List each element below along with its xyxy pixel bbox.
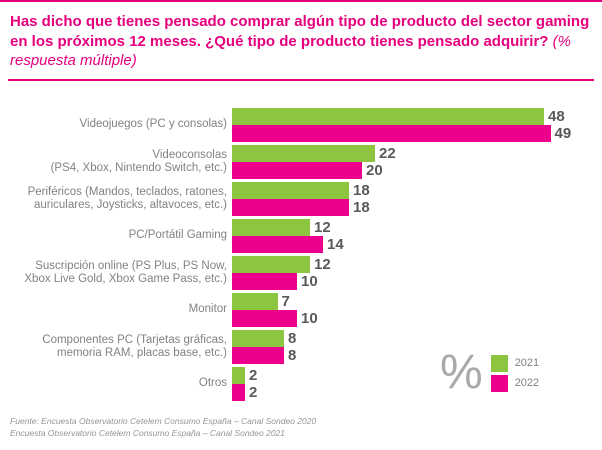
bar-2021 — [232, 145, 375, 162]
chart-row: Videoconsolas (PS4, Xbox, Nintendo Switch… — [0, 145, 571, 179]
chart-row: Otros 2 2 — [0, 367, 571, 401]
bar-line-2021: 18 — [232, 182, 370, 199]
bar-pair: 48 49 — [232, 108, 571, 142]
bar-line-2021: 7 — [232, 293, 318, 310]
bar-line-2022: 18 — [232, 199, 370, 216]
value-label-2021: 18 — [353, 182, 370, 199]
value-label-2022: 2 — [249, 384, 258, 401]
value-label-2022: 18 — [353, 199, 370, 216]
bar-chart: Videojuegos (PC y consolas) 48 49 Videocons… — [0, 108, 571, 401]
percent-symbol: % — [440, 346, 483, 399]
chart-row: PC/Portátil Gaming 12 14 — [0, 219, 571, 253]
chart-row: Periféricos (Mandos, teclados, ratones, a… — [0, 182, 571, 216]
value-label-2021: 7 — [281, 293, 290, 310]
legend-item-2022: 2022 — [490, 374, 540, 392]
category-label: Otros — [198, 377, 227, 390]
value-label-2022: 49 — [554, 125, 572, 142]
value-label-2021: 48 — [548, 108, 565, 125]
bar-line-2021: 8 — [232, 330, 296, 347]
bar-2022 — [232, 199, 349, 216]
bar-line-2022: 10 — [232, 310, 318, 327]
top-accent-line — [0, 0, 602, 2]
bar-2021 — [232, 330, 284, 347]
value-label-2021: 2 — [249, 367, 258, 384]
bar-2022 — [232, 384, 245, 401]
category-label: Videoconsolas (PS4, Xbox, Nintendo Switch… — [50, 148, 227, 175]
category-label: Suscripción online (PS Plus, PS Now, Xbox… — [24, 259, 227, 286]
legend-item-2021: 2021 — [490, 354, 540, 372]
chart-row: Componentes PC (Tarjetas gráficas, memori… — [0, 330, 571, 364]
bar-pair: 7 10 — [232, 293, 318, 327]
bar-pair: 12 10 — [232, 256, 331, 290]
chart-row: Suscripción online (PS Plus, PS Now, Xbox… — [0, 256, 571, 290]
source-line-2: Encuesta Observatorio Cetelem Consumo Es… — [10, 427, 286, 438]
bar-pair: 18 18 — [232, 182, 370, 216]
bar-line-2021: 22 — [232, 145, 396, 162]
value-label-2022: 14 — [327, 236, 344, 253]
bar-line-2021: 2 — [232, 367, 257, 384]
legend-swatch-2021 — [490, 354, 508, 372]
bar-line-2022: 49 — [232, 125, 571, 142]
source-note: Fuente: Encuesta Observatorio Cetelem Co… — [10, 416, 316, 439]
value-label-2021: 12 — [314, 219, 331, 236]
bar-line-2022: 8 — [232, 347, 296, 364]
bar-pair: 12 14 — [232, 219, 344, 253]
bar-2022 — [232, 125, 551, 142]
bar-line-2021: 12 — [232, 219, 344, 236]
bar-2021 — [232, 108, 544, 125]
category-label: Periféricos (Mandos, teclados, ratones, a… — [27, 185, 227, 212]
chart-row: Monitor 7 10 — [0, 293, 571, 327]
legend: 2021 2022 — [490, 354, 540, 392]
category-label: Videojuegos (PC y consolas) — [79, 118, 227, 131]
bar-line-2022: 10 — [232, 273, 331, 290]
value-label-2021: 12 — [314, 256, 331, 273]
bar-2022 — [232, 162, 362, 179]
source-line-1: Fuente: Encuesta Observatorio Cetelem Co… — [10, 416, 317, 426]
legend-block: % 2021 2022 — [440, 348, 539, 398]
bar-line-2022: 20 — [232, 162, 396, 179]
legend-label-2021: 2021 — [514, 357, 540, 369]
category-label: PC/Portátil Gaming — [128, 229, 227, 242]
page-title-text: Has dicho que tienes pensado comprar alg… — [10, 13, 590, 50]
page-title: Has dicho que tienes pensado comprar alg… — [10, 12, 592, 71]
value-label-2022: 20 — [366, 162, 383, 179]
title-divider-line — [8, 79, 594, 81]
value-label-2021: 22 — [379, 145, 396, 162]
legend-label-2022: 2022 — [514, 377, 540, 389]
bar-line-2021: 48 — [232, 108, 571, 125]
bar-2022 — [232, 236, 323, 253]
value-label-2022: 8 — [288, 347, 297, 364]
value-label-2022: 10 — [301, 310, 318, 327]
bar-pair: 22 20 — [232, 145, 396, 179]
bar-2022 — [232, 273, 297, 290]
legend-swatch-2022 — [490, 374, 508, 392]
value-label-2021: 8 — [288, 330, 297, 347]
bar-2021 — [232, 219, 310, 236]
bar-2022 — [232, 347, 284, 364]
bar-line-2021: 12 — [232, 256, 331, 273]
value-label-2022: 10 — [301, 273, 318, 290]
page-title-note: (% respuesta múltiple) — [10, 32, 571, 70]
bar-2021 — [232, 182, 349, 199]
bar-line-2022: 14 — [232, 236, 344, 253]
bar-2021 — [232, 256, 310, 273]
chart-row: Videojuegos (PC y consolas) 48 49 — [0, 108, 571, 142]
category-label: Monitor — [188, 303, 227, 316]
bar-2021 — [232, 293, 278, 310]
bar-line-2022: 2 — [232, 384, 257, 401]
category-label: Componentes PC (Tarjetas gráficas, memori… — [42, 333, 227, 360]
bar-2022 — [232, 310, 297, 327]
bar-2021 — [232, 367, 245, 384]
